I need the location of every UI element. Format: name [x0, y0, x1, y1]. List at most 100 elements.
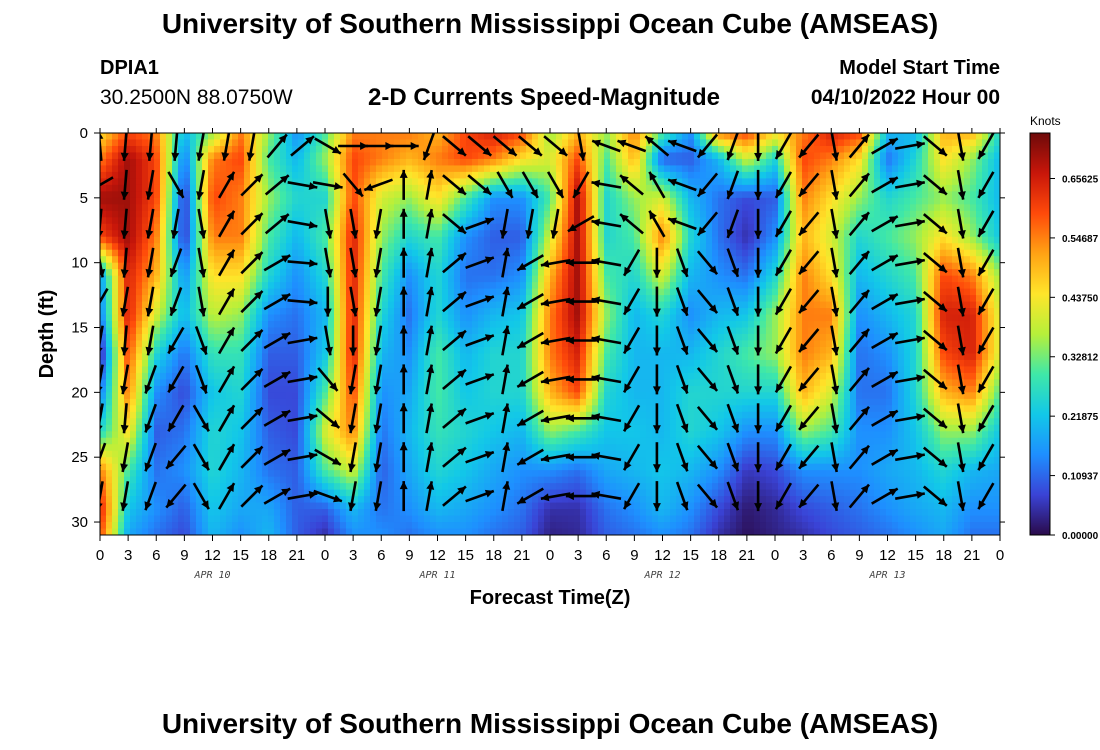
- heatmap-cell: [142, 256, 149, 264]
- heatmap-cell: [388, 236, 395, 244]
- heatmap-cell: [178, 476, 185, 484]
- heatmap-cell: [352, 256, 359, 264]
- heatmap-cell: [382, 236, 389, 244]
- heatmap-cell: [490, 379, 497, 387]
- heatmap-cell: [112, 230, 119, 238]
- heatmap-cell: [568, 392, 575, 400]
- heatmap-cell: [226, 346, 233, 355]
- heatmap-cell: [136, 437, 143, 445]
- heatmap-cell: [118, 334, 125, 342]
- heatmap-cell: [274, 165, 281, 173]
- heatmap-cell: [364, 223, 371, 231]
- heatmap-cell: [448, 353, 455, 361]
- heatmap-cell: [148, 437, 155, 445]
- heatmap-cell: [124, 230, 131, 238]
- heatmap-cell: [136, 152, 143, 160]
- heatmap-cell: [562, 314, 569, 322]
- heatmap-cell: [388, 372, 395, 380]
- heatmap-cell: [550, 282, 557, 290]
- heatmap-cell: [568, 502, 575, 510]
- heatmap-cell: [358, 275, 365, 283]
- heatmap-cell: [178, 424, 185, 432]
- heatmap-cell: [526, 470, 533, 478]
- heatmap-cell: [298, 230, 305, 238]
- heatmap-cell: [508, 398, 515, 406]
- heatmap-cell: [262, 340, 269, 348]
- heatmap-cell: [502, 243, 509, 251]
- heatmap-cell: [346, 295, 353, 303]
- heatmap-cell: [250, 301, 257, 309]
- heatmap-cell: [574, 346, 581, 355]
- heatmap-cell: [334, 171, 341, 179]
- heatmap-cell: [286, 528, 293, 535]
- heatmap-cell: [376, 457, 383, 465]
- heatmap-cell: [256, 165, 263, 173]
- heatmap-cell: [340, 184, 347, 192]
- heatmap-cell: [394, 385, 401, 393]
- heatmap-cell: [370, 372, 377, 380]
- heatmap-cell: [184, 509, 191, 517]
- heatmap-cell: [544, 476, 551, 484]
- heatmap-cell: [382, 470, 389, 478]
- heatmap-cell: [532, 178, 539, 186]
- heatmap-cell: [250, 197, 257, 205]
- heatmap-cell: [550, 418, 557, 426]
- heatmap-cell: [100, 476, 107, 484]
- heatmap-cell: [508, 204, 515, 212]
- heatmap-cell: [178, 392, 185, 400]
- heatmap-cell: [124, 178, 131, 186]
- heatmap-cell: [562, 483, 569, 491]
- heatmap-cell: [142, 359, 149, 368]
- heatmap-cell: [394, 210, 401, 218]
- heatmap-cell: [334, 223, 341, 231]
- heatmap-cell: [556, 483, 563, 491]
- heatmap-cell: [190, 502, 197, 510]
- heatmap-cell: [178, 236, 185, 244]
- heatmap-cell: [292, 457, 299, 465]
- heatmap-cell: [412, 450, 419, 458]
- heatmap-cell: [184, 184, 191, 192]
- heatmap-cell: [574, 236, 581, 244]
- heatmap-cell: [118, 398, 125, 406]
- heatmap-cell: [172, 444, 179, 452]
- heatmap-cell: [304, 476, 311, 484]
- heatmap-cell: [124, 418, 131, 426]
- heatmap-cell: [238, 334, 245, 342]
- heatmap-cell: [166, 515, 173, 523]
- heatmap-cell: [358, 476, 365, 484]
- heatmap-cell: [274, 236, 281, 244]
- heatmap-cell: [226, 282, 233, 290]
- heatmap-cell: [220, 191, 227, 199]
- heatmap-cell: [466, 334, 473, 342]
- heatmap-cell: [106, 522, 113, 530]
- heatmap-cell: [202, 522, 209, 530]
- heatmap-cell: [556, 359, 563, 368]
- heatmap-cell: [430, 398, 437, 406]
- heatmap-cell: [388, 379, 395, 387]
- heatmap-cell: [472, 353, 479, 361]
- heatmap-cell: [220, 217, 227, 225]
- heatmap-cell: [454, 204, 461, 212]
- heatmap-cell: [334, 379, 341, 387]
- heatmap-cell: [388, 327, 395, 335]
- heatmap-cell: [340, 398, 347, 406]
- heatmap-cell: [400, 321, 407, 329]
- heatmap-cell: [214, 139, 221, 147]
- heatmap-cell: [520, 308, 527, 316]
- heatmap-cell: [472, 489, 479, 497]
- heatmap-cell: [580, 133, 587, 141]
- heatmap-cell: [334, 340, 341, 348]
- heatmap-cell: [508, 372, 515, 380]
- heatmap-cell: [484, 431, 491, 439]
- heatmap-cell: [550, 269, 557, 277]
- heatmap-cell: [454, 152, 461, 160]
- heatmap-cell: [412, 457, 419, 465]
- heatmap-cell: [250, 282, 257, 290]
- heatmap-cell: [184, 171, 191, 179]
- heatmap-cell: [160, 509, 167, 517]
- heatmap-cell: [208, 139, 215, 147]
- heatmap-cell: [316, 269, 323, 277]
- heatmap-cell: [370, 184, 377, 192]
- heatmap-cell: [418, 372, 425, 380]
- heatmap-cell: [196, 483, 203, 491]
